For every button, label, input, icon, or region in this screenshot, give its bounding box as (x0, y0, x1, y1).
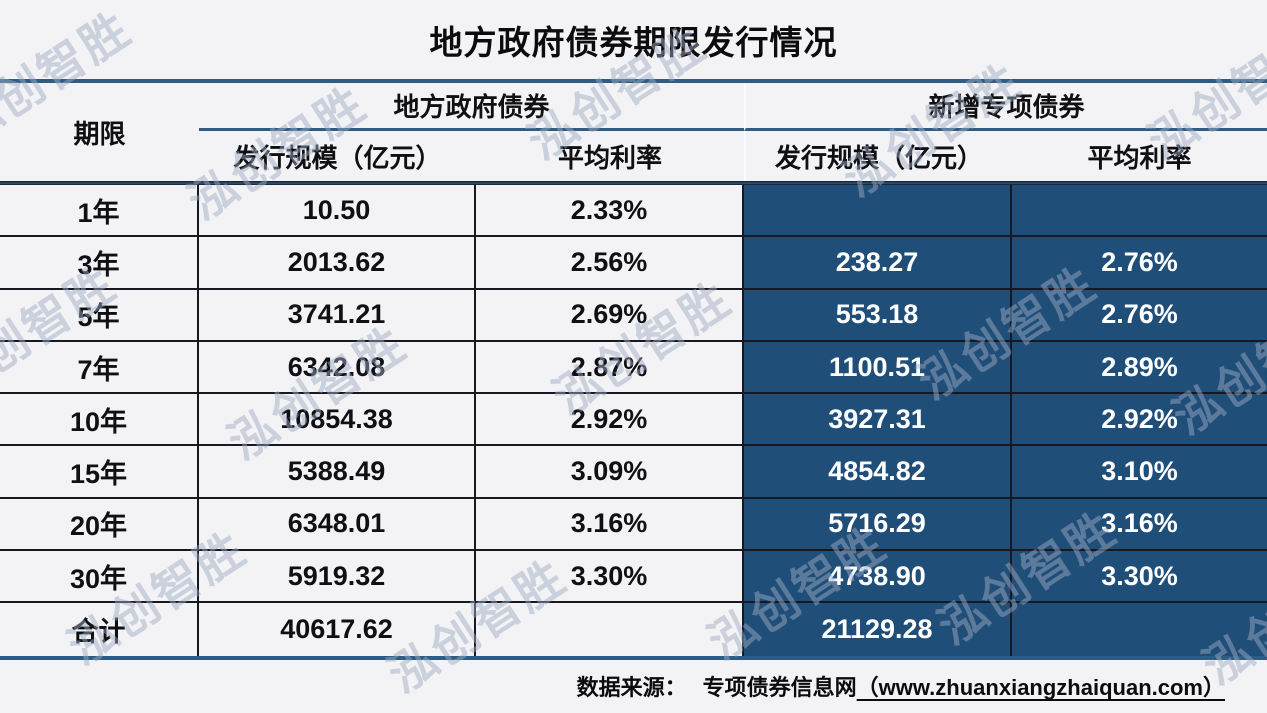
table-row: 7年 6342.08 2.87% 1100.51 2.89% (0, 341, 1267, 395)
cell-local-average-rate: 2.87% (476, 341, 744, 393)
cell-term: 15年 (0, 446, 199, 497)
title-area: 地方政府债券期限发行情况 (0, 0, 1267, 79)
cell-local-average-rate: 3.30% (476, 551, 744, 602)
cell-term: 1年 (0, 185, 199, 236)
table-row: 合计 40617.62 21129.28 (0, 603, 1267, 656)
table-row: 5年 3741.21 2.69% 553.18 2.76% (0, 289, 1267, 342)
cell-special-issuance-scale: 21129.28 (744, 603, 1012, 656)
cell-local-issuance-scale: 10.50 (199, 185, 476, 236)
cell-local-issuance-scale: 5388.49 (199, 446, 476, 497)
cell-term: 7年 (0, 341, 199, 393)
cell-special-issuance-scale: 1100.51 (744, 341, 1012, 393)
table-bottom-border (0, 655, 1267, 660)
cell-special-average-rate: 2.76% (1012, 237, 1267, 288)
table-row: 1年 10.50 2.33% (0, 185, 1267, 238)
cell-special-issuance-scale: 4738.90 (744, 551, 1012, 602)
cell-special-average-rate: 2.76% (1012, 289, 1267, 340)
cell-local-issuance-scale: 2013.62 (199, 237, 476, 288)
header-bottom-rule (0, 181, 1267, 185)
cell-local-issuance-scale: 6342.08 (199, 341, 476, 393)
cell-local-average-rate (476, 603, 744, 656)
cell-special-issuance-scale (744, 185, 1012, 236)
table-row: 30年 5919.32 3.30% 4738.90 3.30% (0, 551, 1267, 604)
cell-term: 10年 (0, 394, 199, 445)
cell-special-issuance-scale: 4854.82 (744, 446, 1012, 497)
cell-local-average-rate: 3.09% (476, 446, 744, 497)
source-url-link[interactable]: （www.zhuanxiangzhaiquan.com） (856, 675, 1225, 701)
cell-special-average-rate: 3.30% (1012, 551, 1267, 602)
cell-local-average-rate: 2.56% (476, 237, 744, 288)
cell-local-average-rate: 2.69% (476, 289, 744, 340)
header-special-average-rate: 平均利率 (1087, 142, 1192, 173)
cell-term: 20年 (0, 498, 199, 550)
source-label: 数据来源： (576, 675, 687, 701)
header-local-issuance-scale: 发行规模（亿元） (233, 142, 442, 173)
cell-term: 30年 (0, 551, 199, 602)
cell-local-average-rate: 3.16% (476, 498, 744, 550)
table-top-border (0, 79, 1267, 83)
cell-local-issuance-scale: 6348.01 (199, 498, 476, 550)
table-row: 20年 6348.01 3.16% 5716.29 3.16% (0, 498, 1267, 552)
cell-local-issuance-scale: 5919.32 (199, 551, 476, 602)
table-row: 15年 5388.49 3.09% 4854.82 3.10% (0, 446, 1267, 499)
cell-term: 3年 (0, 237, 199, 288)
header-special-issuance-scale: 发行规模（亿元） (744, 131, 1012, 181)
table-header: 期限 地方政府债券 新增专项债券 发行规模（亿元） 平均利率 发行规模（亿元） … (0, 83, 1267, 181)
table-body: 1年 10.50 2.33% 3年 2013.62 2.56% 238.27 2… (0, 185, 1267, 656)
cell-special-issuance-scale: 3927.31 (744, 394, 1012, 445)
cell-local-issuance-scale: 10854.38 (199, 394, 476, 445)
cell-special-average-rate: 3.16% (1012, 498, 1267, 550)
source-name: 专项债券信息网 (702, 675, 857, 701)
header-local-average-rate: 平均利率 (557, 142, 662, 173)
source-footer: 数据来源： 专项债券信息网 （www.zhuanxiangzhaiquan.co… (0, 660, 1267, 713)
cell-local-issuance-scale: 3741.21 (199, 289, 476, 340)
cell-local-issuance-scale: 40617.62 (199, 603, 476, 656)
cell-special-issuance-scale: 5716.29 (744, 498, 1012, 550)
header-term: 期限 (73, 118, 126, 149)
cell-local-average-rate: 2.33% (476, 185, 744, 236)
cell-special-average-rate (1012, 603, 1267, 656)
cell-special-average-rate: 2.92% (1012, 394, 1267, 445)
cell-term: 5年 (0, 289, 199, 340)
cell-special-average-rate (1012, 185, 1267, 236)
cell-special-issuance-scale: 553.18 (744, 289, 1012, 340)
cell-local-average-rate: 2.92% (476, 394, 744, 445)
cell-special-issuance-scale: 238.27 (744, 237, 1012, 288)
table-row: 10年 10854.38 2.92% 3927.31 2.92% (0, 394, 1267, 447)
header-group-local-bonds: 地方政府债券 (199, 83, 744, 131)
table-row: 3年 2013.62 2.56% 238.27 2.76% (0, 237, 1267, 290)
cell-term: 合计 (0, 603, 199, 656)
cell-special-average-rate: 3.10% (1012, 446, 1267, 497)
header-group-new-special-bonds: 新增专项债券 (744, 83, 1267, 131)
page-title: 地方政府债券期限发行情况 (429, 23, 838, 61)
cell-special-average-rate: 2.89% (1012, 341, 1267, 393)
